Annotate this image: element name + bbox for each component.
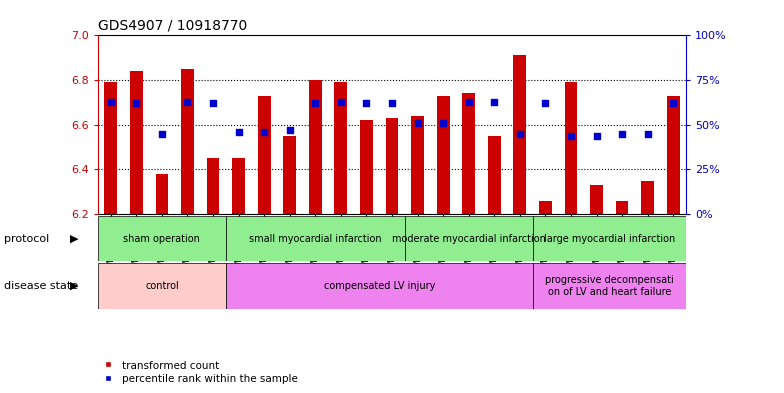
Point [309, 100, 321, 107]
Point [514, 130, 526, 137]
Point [539, 100, 552, 107]
Text: ▶: ▶ [71, 234, 78, 244]
Bar [463, 94, 475, 214]
Bar [226, 263, 532, 309]
Bar [532, 216, 686, 261]
Point [104, 98, 117, 105]
Bar [104, 82, 117, 214]
Bar [437, 96, 449, 214]
Bar [181, 69, 194, 214]
Point [437, 120, 449, 126]
Text: moderate myocardial infarction: moderate myocardial infarction [392, 234, 546, 244]
Bar [386, 118, 398, 214]
Point [284, 127, 296, 133]
Bar [590, 185, 603, 214]
Text: compensated LV injury: compensated LV injury [324, 281, 435, 291]
Point [590, 132, 603, 139]
Bar [98, 263, 226, 309]
Legend: transformed count, percentile rank within the sample: transformed count, percentile rank withi… [103, 360, 298, 384]
Bar [667, 96, 680, 214]
Text: control: control [145, 281, 179, 291]
Bar [283, 136, 296, 214]
Bar [514, 55, 526, 214]
Bar [226, 216, 405, 261]
Point [488, 98, 500, 105]
Bar [360, 120, 373, 214]
Bar [641, 181, 654, 214]
Point [463, 98, 475, 105]
Bar [405, 216, 532, 261]
Bar [98, 216, 226, 261]
Text: protocol: protocol [4, 234, 49, 244]
Bar [207, 158, 220, 214]
Point [130, 100, 143, 107]
Bar [532, 263, 686, 309]
Bar [539, 201, 552, 214]
Text: large myocardial infarction: large myocardial infarction [543, 234, 675, 244]
Point [258, 129, 270, 135]
Point [667, 100, 680, 107]
Text: progressive decompensati
on of LV and heart failure: progressive decompensati on of LV and he… [545, 275, 673, 297]
Point [232, 129, 245, 135]
Point [641, 130, 654, 137]
Text: ▶: ▶ [71, 281, 78, 291]
Bar [309, 80, 321, 214]
Bar [615, 201, 629, 214]
Text: sham operation: sham operation [123, 234, 201, 244]
Point [181, 98, 194, 105]
Point [335, 98, 347, 105]
Bar [258, 96, 270, 214]
Bar [232, 158, 245, 214]
Point [207, 100, 220, 107]
Bar [411, 116, 424, 214]
Point [360, 100, 372, 107]
Text: disease state: disease state [4, 281, 78, 291]
Text: GDS4907 / 10918770: GDS4907 / 10918770 [98, 19, 247, 33]
Bar [155, 174, 169, 214]
Bar [335, 82, 347, 214]
Point [564, 132, 577, 139]
Bar [564, 82, 577, 214]
Point [386, 100, 398, 107]
Bar [130, 71, 143, 214]
Point [156, 130, 169, 137]
Bar [488, 136, 501, 214]
Point [615, 130, 628, 137]
Text: small myocardial infarction: small myocardial infarction [249, 234, 382, 244]
Point [412, 120, 424, 126]
